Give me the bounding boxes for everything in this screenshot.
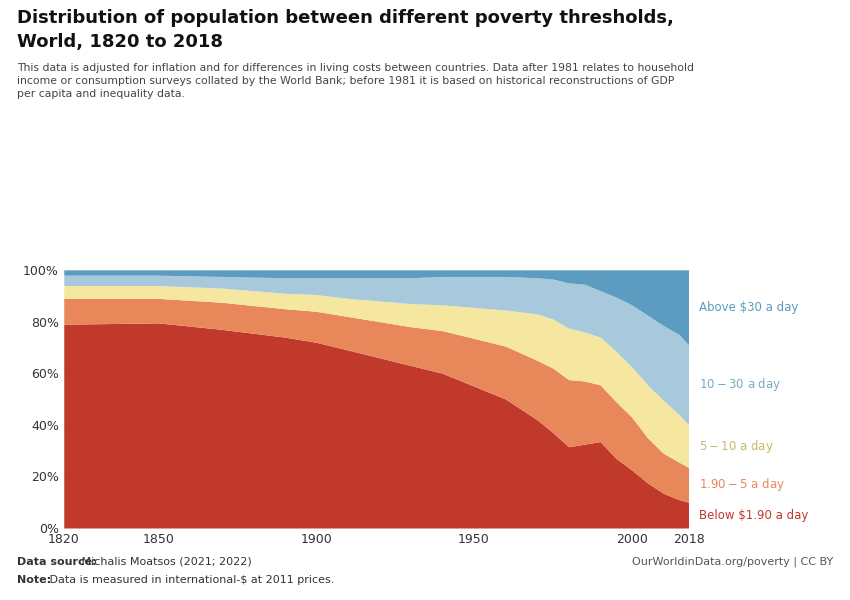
Text: Distribution of population between different poverty thresholds,: Distribution of population between diffe…	[17, 9, 674, 27]
Text: OurWorldinData.org/poverty | CC BY: OurWorldinData.org/poverty | CC BY	[632, 557, 833, 568]
Text: World, 1820 to 2018: World, 1820 to 2018	[17, 33, 223, 51]
Text: in Data: in Data	[729, 27, 779, 40]
Text: $10-$30 a day: $10-$30 a day	[699, 376, 781, 394]
Text: Data is measured in international-$ at 2011 prices.: Data is measured in international-$ at 2…	[46, 575, 334, 585]
Text: Note:: Note:	[17, 575, 51, 585]
Text: $1.90-$5 a day: $1.90-$5 a day	[699, 476, 785, 493]
Text: Data source:: Data source:	[17, 557, 97, 567]
Text: Michalis Moatsos (2021; 2022): Michalis Moatsos (2021; 2022)	[78, 557, 252, 567]
Text: Below $1.90 a day: Below $1.90 a day	[699, 509, 808, 521]
Text: Our World: Our World	[719, 11, 790, 24]
Text: This data is adjusted for inflation and for differences in living costs between : This data is adjusted for inflation and …	[17, 63, 694, 100]
Text: $5-$10 a day: $5-$10 a day	[699, 437, 774, 455]
Text: Above $30 a day: Above $30 a day	[699, 301, 798, 314]
